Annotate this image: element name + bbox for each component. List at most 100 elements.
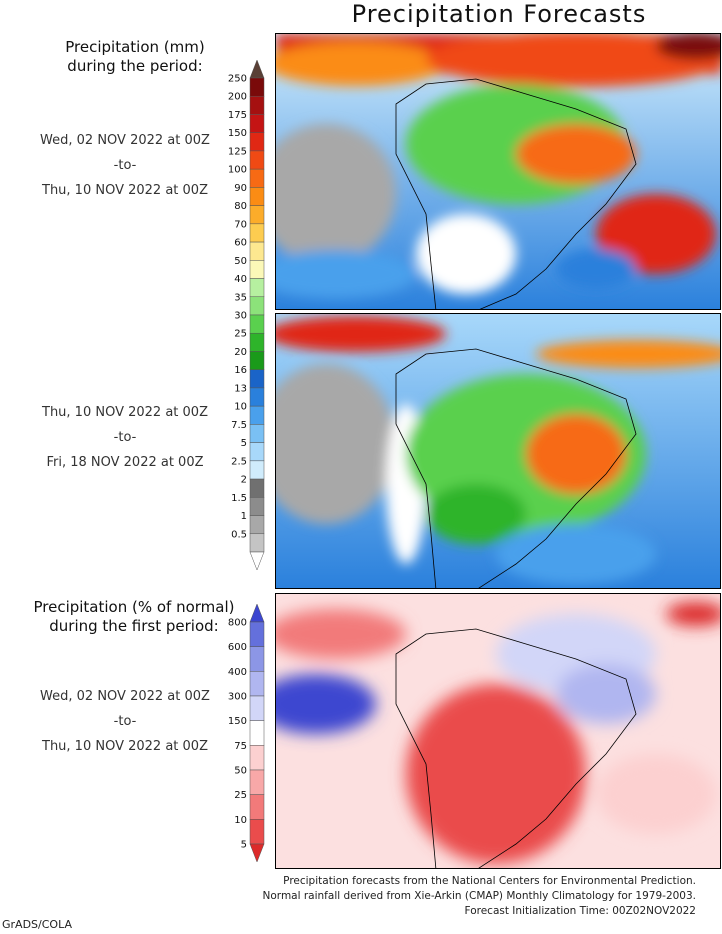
precip-colorbar-tick-label: 1.5	[231, 493, 247, 504]
precip-colorbar-swatch	[249, 114, 265, 133]
precip-colorbar-tick-label: 2	[241, 475, 247, 486]
precip-colorbar-tick-label: 30	[234, 311, 247, 322]
period3-label: Wed, 02 NOV 2022 at 00Z -to- Thu, 10 NOV…	[0, 684, 250, 759]
anomaly-colorbar-tick-label: 50	[234, 766, 247, 777]
anomaly-map-period1	[275, 593, 721, 869]
precip-colorbar-swatch	[249, 497, 265, 516]
precip-colorbar-swatch	[249, 387, 265, 407]
precip-legend-heading-line2: during the period:	[67, 57, 203, 75]
precip-colorbar-tick-label: 250	[228, 74, 247, 85]
precip-colorbar-tick-label: 80	[234, 201, 247, 212]
anomaly-colorbar-swatch	[249, 745, 265, 771]
anomaly-legend-heading: Precipitation (% of normal) during the f…	[0, 598, 268, 636]
precip-colorbar-swatch	[249, 351, 265, 370]
precip-colorbar-tick-label: 0.5	[231, 529, 247, 540]
anomaly-colorbar-swatch	[249, 794, 265, 820]
precip-colorbar-tick-label: 25	[234, 329, 247, 340]
precip-colorbar-tick-label: 175	[228, 110, 247, 121]
precip-colorbar-swatch	[249, 150, 265, 170]
precip-colorbar-tick-label: 90	[234, 183, 247, 194]
precip-colorbar-swatch	[249, 332, 265, 352]
anomaly-colorbar-swatch	[249, 843, 265, 862]
precip-colorbar-tick-label: 5	[241, 438, 247, 449]
precip-colorbar-swatch	[249, 369, 265, 389]
precip-colorbar-swatch	[249, 223, 265, 243]
period2-start: Thu, 10 NOV 2022 at 00Z	[42, 405, 208, 420]
precip-colorbar: 2502001751501251009080706050403530252016…	[228, 60, 265, 570]
anomaly-colorbar-tick-label: 75	[234, 741, 247, 752]
precip-colorbar-tick-label: 200	[228, 92, 247, 103]
precip-colorbar-swatch	[249, 95, 265, 115]
precip-colorbar-swatch	[249, 424, 265, 443]
precip-colorbar-tick-label: 2.5	[231, 456, 247, 467]
footer-notes: Precipitation forecasts from the Nationa…	[263, 874, 696, 919]
precip-colorbar-swatch	[249, 60, 265, 79]
precip-colorbar-swatch	[249, 442, 265, 462]
anomaly-colorbar-swatch	[249, 769, 265, 795]
precip-colorbar-tick-label: 16	[234, 365, 247, 376]
anomaly-colorbar-tick-label: 300	[228, 692, 247, 703]
period3-end: Thu, 10 NOV 2022 at 00Z	[42, 739, 208, 754]
credit-label: GrADS/COLA	[2, 918, 72, 931]
anomaly-colorbar-swatch	[249, 671, 265, 697]
precip-colorbar-tick-label: 13	[234, 383, 247, 394]
precip-colorbar-swatch	[249, 314, 265, 334]
precip-colorbar-swatch	[249, 187, 265, 206]
anomaly-colorbar-tick-label: 400	[228, 667, 247, 678]
anomaly-colorbar: 800 600 400 300 150 75 50 25 10 5	[228, 604, 265, 862]
period2-sep: -to-	[113, 430, 137, 445]
precip-colorbar-swatch	[249, 551, 265, 570]
anomaly-colorbar-tick-label: 600	[228, 642, 247, 653]
period2-label: Thu, 10 NOV 2022 at 00Z -to- Fri, 18 NOV…	[0, 400, 250, 475]
precip-colorbar-swatch	[249, 460, 265, 480]
anomaly-colorbar-tick-label: 150	[228, 716, 247, 727]
precip-colorbar-tick-label: 10	[234, 402, 247, 413]
anomaly-colorbar-tick-label: 10	[234, 815, 247, 826]
precip-colorbar-tick-label: 1	[241, 511, 247, 522]
period1-end: Thu, 10 NOV 2022 at 00Z	[42, 183, 208, 198]
precip-colorbar-tick-label: 60	[234, 238, 247, 249]
precip-colorbar-tick-label: 50	[234, 256, 247, 267]
precip-colorbar-swatch	[249, 260, 265, 279]
precip-colorbar-swatch	[249, 132, 265, 152]
anomaly-colorbar-swatch	[249, 621, 265, 647]
period1-start: Wed, 02 NOV 2022 at 00Z	[40, 133, 210, 148]
precip-legend-heading-line1: Precipitation (mm)	[65, 38, 205, 56]
period2-end: Fri, 18 NOV 2022 at 00Z	[46, 455, 204, 470]
precip-colorbar-tick-label: 150	[228, 128, 247, 139]
anomaly-legend-heading-line1: Precipitation (% of normal)	[33, 598, 235, 616]
precip-colorbar-swatch	[249, 405, 265, 425]
anomaly-colorbar-tick-label: 5	[241, 840, 247, 851]
precip-colorbar-tick-label: 40	[234, 274, 247, 285]
anomaly-colorbar-swatch	[249, 604, 265, 623]
anomaly-colorbar-swatch	[249, 819, 265, 845]
period1-sep: -to-	[113, 158, 137, 173]
precip-colorbar-tick-label: 125	[228, 146, 247, 157]
footer-line1: Precipitation forecasts from the Nationa…	[283, 875, 696, 887]
precip-colorbar-swatch	[249, 296, 265, 316]
anomaly-colorbar-swatch	[249, 646, 265, 672]
footer-line2: Normal rainfall derived from Xie-Arkin (…	[262, 890, 696, 902]
precip-colorbar-swatch	[249, 478, 265, 498]
period3-start: Wed, 02 NOV 2022 at 00Z	[40, 689, 210, 704]
precip-colorbar-swatch	[249, 77, 265, 97]
precip-colorbar-tick-label: 70	[234, 219, 247, 230]
precip-colorbar-swatch	[249, 205, 265, 225]
precip-colorbar-tick-label: 35	[234, 292, 247, 303]
anomaly-colorbar-tick-label: 25	[234, 790, 247, 801]
precip-colorbar-tick-label: 20	[234, 347, 247, 358]
period1-label: Wed, 02 NOV 2022 at 00Z -to- Thu, 10 NOV…	[0, 128, 250, 203]
precip-map-period1	[275, 33, 721, 310]
period3-sep: -to-	[113, 714, 137, 729]
precip-colorbar-swatch	[249, 515, 265, 535]
anomaly-colorbar-swatch	[249, 695, 265, 721]
precip-colorbar-swatch	[249, 168, 265, 188]
anomaly-legend-heading-line2: during the first period:	[49, 617, 219, 635]
footer-line3: Forecast Initialization Time: 00Z02NOV20…	[464, 905, 696, 917]
anomaly-colorbar-swatch	[249, 720, 265, 746]
precip-colorbar-swatch	[249, 241, 265, 261]
precip-colorbar-swatch	[249, 278, 265, 298]
precip-colorbar-tick-label: 100	[228, 165, 247, 176]
precip-legend-heading: Precipitation (mm) during the period:	[20, 38, 250, 76]
precip-colorbar-swatch	[249, 533, 265, 553]
